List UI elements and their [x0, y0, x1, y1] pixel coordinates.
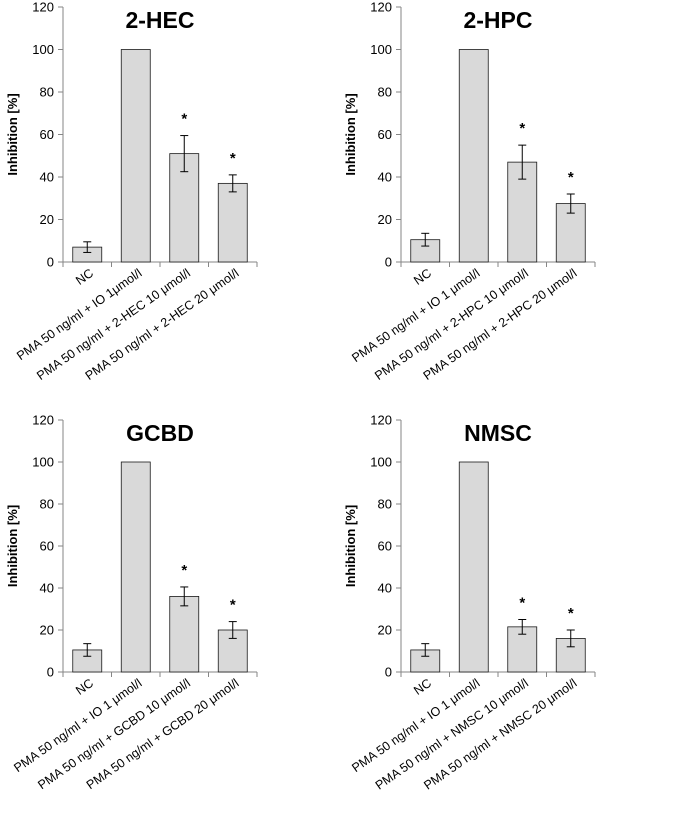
- bar: [507, 626, 538, 673]
- chart-title: 2-HEC: [125, 7, 194, 33]
- bar: [120, 461, 151, 673]
- y-tick-label: 20: [378, 623, 392, 638]
- y-tick-label: 60: [40, 127, 54, 142]
- significance-star: *: [230, 597, 236, 614]
- y-tick-label: 80: [40, 497, 54, 512]
- y-axis-label: Inhibition [%]: [5, 505, 20, 587]
- chart-title: GCBD: [126, 420, 194, 446]
- category-label: NC: [73, 676, 96, 698]
- significance-star: *: [568, 605, 574, 622]
- y-tick-label: 100: [32, 42, 54, 57]
- bar: [458, 461, 489, 673]
- y-tick-label: 60: [40, 539, 54, 554]
- y-axis-label: Inhibition [%]: [343, 505, 358, 587]
- y-tick-label: 60: [378, 127, 392, 142]
- y-tick-label: 80: [378, 497, 392, 512]
- category-label: NC: [411, 676, 434, 698]
- y-tick-label: 100: [370, 42, 392, 57]
- category-label: NC: [73, 266, 96, 288]
- y-tick-label: 0: [385, 255, 392, 270]
- y-tick-label: 40: [40, 581, 54, 596]
- y-tick-label: 120: [32, 413, 54, 428]
- chart-title: 2-HPC: [463, 7, 532, 33]
- y-tick-label: 120: [370, 413, 392, 428]
- y-tick-label: 100: [32, 455, 54, 470]
- bar: [217, 182, 248, 263]
- bar: [458, 49, 489, 263]
- significance-star: *: [519, 595, 525, 612]
- y-tick-label: 0: [385, 665, 392, 680]
- y-tick-label: 0: [47, 665, 54, 680]
- y-tick-label: 40: [40, 170, 54, 185]
- significance-star: *: [568, 169, 574, 186]
- category-label: NC: [411, 266, 434, 288]
- chart-title: NMSC: [464, 420, 532, 446]
- y-tick-label: 80: [40, 85, 54, 100]
- y-tick-label: 100: [370, 455, 392, 470]
- y-tick-label: 0: [47, 255, 54, 270]
- significance-star: *: [230, 150, 236, 167]
- significance-star: *: [519, 120, 525, 137]
- significance-star: *: [181, 562, 187, 579]
- y-tick-label: 20: [40, 212, 54, 227]
- y-tick-label: 40: [378, 581, 392, 596]
- y-tick-label: 20: [378, 212, 392, 227]
- y-tick-label: 80: [378, 85, 392, 100]
- significance-star: *: [181, 111, 187, 128]
- bar: [120, 49, 151, 263]
- y-axis-label: Inhibition [%]: [343, 93, 358, 175]
- bar: [169, 596, 200, 673]
- y-tick-label: 120: [370, 0, 392, 15]
- y-tick-label: 40: [378, 170, 392, 185]
- y-axis-label: Inhibition [%]: [5, 93, 20, 175]
- y-tick-label: 20: [40, 623, 54, 638]
- y-tick-label: 120: [32, 0, 54, 15]
- y-tick-label: 60: [378, 539, 392, 554]
